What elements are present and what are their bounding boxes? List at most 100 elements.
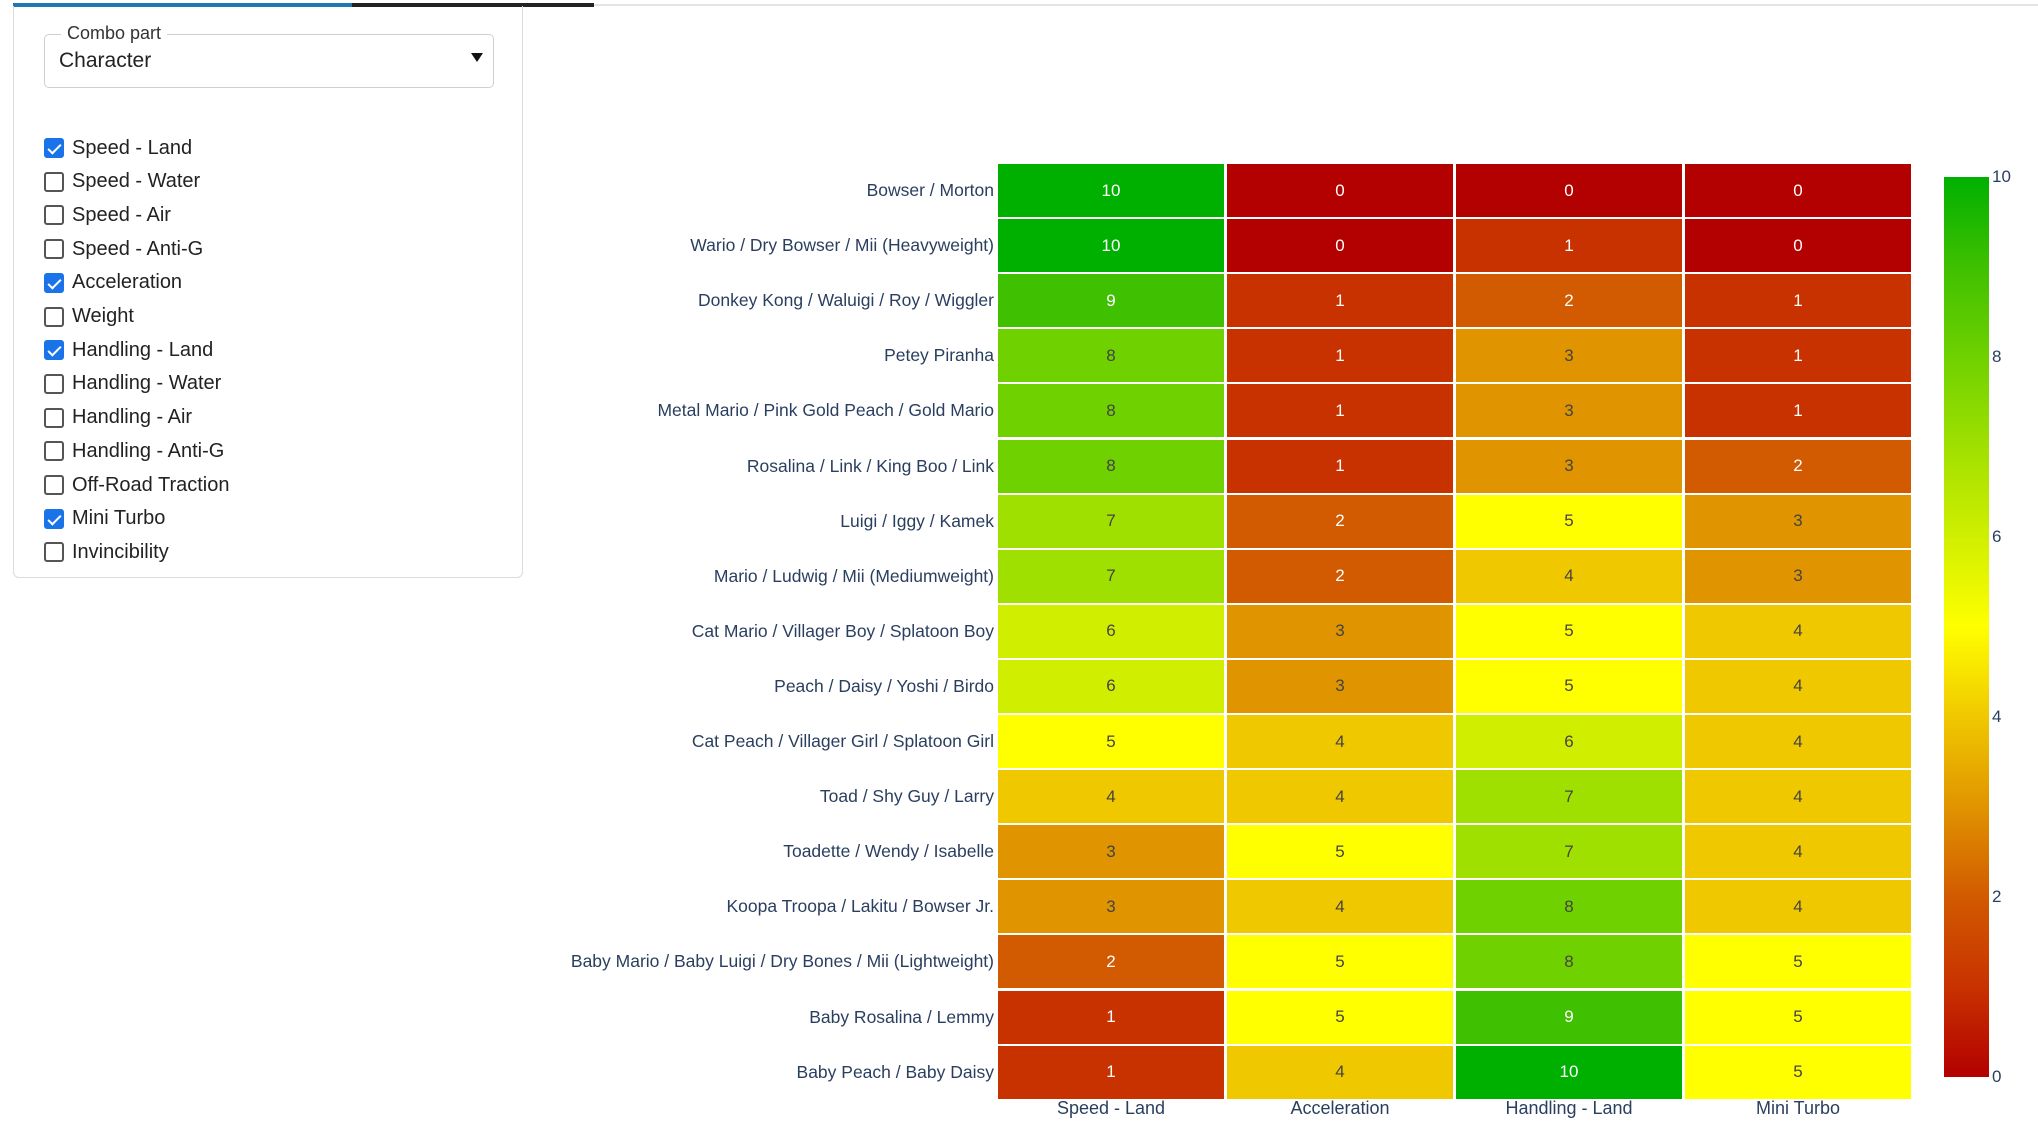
checklist-label: Invincibility [72,540,169,563]
checklist-label: Handling - Air [72,406,193,429]
heatmap-row-label: Rosalina / Link / King Boo / Link [746,455,994,476]
heatmap-cell: 3 [1227,604,1453,658]
heatmap-cell: 4 [1227,1045,1453,1099]
heatmap-cell: 1 [1685,274,1911,328]
heatmap-row-label: Baby Peach / Baby Daisy [796,1061,994,1082]
checkbox-unchecked-icon[interactable] [44,239,64,260]
heatmap-cell: 8 [1456,880,1682,934]
checklist-item[interactable]: Speed - Water [44,168,200,196]
heatmap-cell: 2 [998,935,1224,989]
checklist-label: Speed - Anti-G [72,237,204,260]
combo-part-value[interactable]: Character [59,49,152,72]
checkbox-unchecked-icon[interactable] [44,441,64,462]
checklist-item[interactable]: Invincibility [44,538,169,566]
checklist-item[interactable]: Handling - Water [44,370,221,398]
heatmap-row-label: Baby Rosalina / Lemmy [809,1006,994,1027]
heatmap-cell: 7 [998,494,1224,548]
heatmap-cell: 4 [1685,880,1911,934]
checklist-label: Handling - Land [72,338,214,361]
combo-part-select[interactable]: Combo part Character [44,23,494,88]
heatmap-cell: 2 [1685,439,1911,493]
heatmap-cell: 5 [1685,1045,1911,1099]
heatmap-column-label: Speed - Land [1056,1098,1166,1118]
checklist-item[interactable]: Speed - Land [44,134,192,162]
heatmap-cell: 1 [998,990,1224,1044]
checkbox-unchecked-icon[interactable] [44,373,64,394]
heatmap-cell: 1 [1456,219,1682,273]
checklist-label: Mini Turbo [72,507,166,530]
checkbox-checked-icon[interactable] [44,508,64,529]
checklist-item[interactable]: Handling - Air [44,404,192,432]
checklist-item[interactable]: Speed - Anti-G [44,235,203,263]
heatmap-cell: 6 [998,659,1224,713]
heatmap-cell: 8 [998,384,1224,438]
colorbar-tick-label: 0 [1992,1067,2002,1086]
heatmap-cell: 4 [1456,549,1682,603]
heatmap-cell: 5 [1456,494,1682,548]
caret-down-icon[interactable] [471,53,483,62]
checkbox-unchecked-icon[interactable] [44,475,64,495]
heatmap-cell: 0 [1227,219,1453,273]
heatmap-cell: 7 [1456,825,1682,879]
checkbox-unchecked-icon[interactable] [44,205,64,226]
heatmap-cell: 10 [1456,1045,1682,1099]
heatmap-row-label: Baby Mario / Baby Luigi / Dry Bones / Mi… [570,951,994,972]
heatmap-cell: 5 [1227,935,1453,989]
checkbox-checked-icon[interactable] [44,340,64,361]
heatmap-row-label: Koopa Troopa / Lakitu / Bowser Jr. [726,896,994,917]
heatmap-cell: 5 [1685,935,1911,989]
heatmap-cell: 5 [998,715,1224,769]
heatmap-row-label: Mario / Ludwig / Mii (Mediumweight) [713,565,994,586]
controls-panel: Combo part Character Speed - Land Speed -… [13,6,523,578]
tab-active-indicator[interactable] [13,3,352,7]
colorbar-tick-label: 6 [1992,527,2002,546]
tab-strip [13,4,2038,6]
checkbox-checked-icon[interactable] [44,272,64,293]
heatmap-row-label: Donkey Kong / Waluigi / Roy / Wiggler [698,290,994,311]
heatmap-cell: 4 [1685,604,1911,658]
checkbox-unchecked-icon[interactable] [44,306,64,327]
heatmap-cell: 4 [1227,715,1453,769]
checklist-label: Weight [72,305,134,327]
heatmap-row-label: Metal Mario / Pink Gold Peach / Gold Mar… [657,400,994,421]
heatmap-cell: 9 [998,274,1224,328]
heatmap-cell: 0 [1456,164,1682,218]
heatmap-cell: 4 [1685,659,1911,713]
checklist-item[interactable]: Handling - Anti-G [44,437,224,465]
checklist-item[interactable]: Off-Road Traction [44,471,229,499]
heatmap-cell: 8 [998,329,1224,383]
heatmap-cell: 2 [1456,274,1682,328]
heatmap-row-label: Cat Mario / Villager Boy / Splatoon Boy [691,620,994,641]
heatmap-cell: 3 [1685,549,1911,603]
heatmap-cell: 9 [1456,990,1682,1044]
heatmap-cell: 5 [1456,604,1682,658]
heatmap-cell: 3 [1685,494,1911,548]
tab-secondary-indicator[interactable] [352,3,594,7]
checklist-label: Handling - Water [72,372,222,395]
heatmap-cell: 5 [1685,990,1911,1044]
heatmap-cell: 5 [1456,659,1682,713]
checklist-item[interactable]: Handling - Land [44,336,213,364]
heatmap-row-label: Wario / Dry Bowser / Mii (Heavyweight) [690,235,994,256]
checkbox-unchecked-icon[interactable] [44,542,64,563]
checkbox-unchecked-icon[interactable] [44,171,64,192]
checkbox-checked-icon[interactable] [44,138,64,158]
combo-part-label: Combo part [61,23,168,44]
checkbox-unchecked-icon[interactable] [44,407,64,428]
checklist-item[interactable]: Mini Turbo [44,505,165,533]
checklist-label: Speed - Water [72,170,201,193]
heatmap-cell: 1 [1685,329,1911,383]
colorbar [1944,177,1989,1077]
heatmap-cell: 4 [1685,770,1911,824]
colorbar-tick-label: 2 [1992,887,2002,906]
checklist-label: Speed - Air [72,203,171,226]
heatmap-cell: 6 [1456,715,1682,769]
checklist-item[interactable]: Speed - Air [44,201,171,229]
colorbar-tick-label: 10 [1992,167,2011,186]
colorbar-tick-label: 8 [1992,347,2002,366]
checklist-item[interactable]: Weight [44,303,134,331]
heatmap-cell: 7 [998,549,1224,603]
heatmap-row-label: Toadette / Wendy / Isabelle [783,841,994,862]
checklist-item[interactable]: Acceleration [44,269,182,297]
heatmap-cell: 1 [1685,384,1911,438]
